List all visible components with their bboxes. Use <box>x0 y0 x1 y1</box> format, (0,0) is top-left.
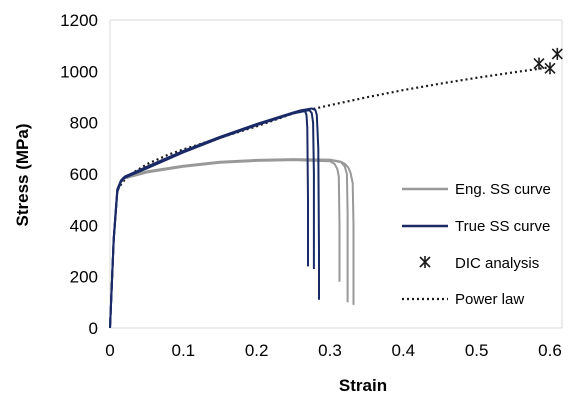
legend-swatch-dic <box>419 256 431 268</box>
y-tick-label: 600 <box>70 165 98 184</box>
curves-layer <box>109 66 551 329</box>
y-axis-title: Stress (MPa) <box>13 124 32 227</box>
y-tick-label: 800 <box>70 114 98 133</box>
dic-point-3 <box>551 47 563 60</box>
true-ss-curve-1 <box>109 107 320 329</box>
x-tick-label: 0.2 <box>245 341 269 360</box>
y-tick-label: 0 <box>89 319 98 338</box>
true-ss-curve-3 <box>109 110 309 329</box>
x-axis-title: Strain <box>339 376 387 395</box>
legend-label-dic: DIC analysis <box>455 255 539 272</box>
dic-point-2 <box>544 62 556 75</box>
true-ss-curve-2 <box>109 109 315 329</box>
x-tick-label: 0.4 <box>392 341 416 360</box>
x-tick-label: 0.3 <box>318 341 342 360</box>
eng-ss-curve-3 <box>109 159 341 329</box>
y-tick-label: 1000 <box>60 62 98 81</box>
eng-ss-curve-1 <box>109 158 355 329</box>
legend-label-true-ss: True SS curve <box>455 218 550 235</box>
x-tick-label: 0 <box>105 341 114 360</box>
markers-layer <box>533 47 563 75</box>
eng-ss-curve-2 <box>109 158 349 329</box>
y-tick-label: 1200 <box>60 11 98 30</box>
x-tick-label: 0.6 <box>538 341 562 360</box>
x-tick-label: 0.5 <box>465 341 489 360</box>
tick-labels: 0 0.1 0.2 0.3 0.4 0.5 0.6 0 200 400 600 800 1000 1200 <box>60 11 562 360</box>
power-law-line <box>116 66 551 191</box>
x-tick-label: 0.1 <box>172 341 196 360</box>
y-tick-label: 200 <box>70 268 98 287</box>
legend-label-power-law: Power law <box>455 291 524 308</box>
legend-label-eng-ss: Eng. SS curve <box>455 181 551 198</box>
dic-point-1 <box>533 57 545 70</box>
legend: Eng. SS curve True SS curve DIC analysis… <box>402 181 551 308</box>
y-tick-label: 400 <box>70 216 98 235</box>
